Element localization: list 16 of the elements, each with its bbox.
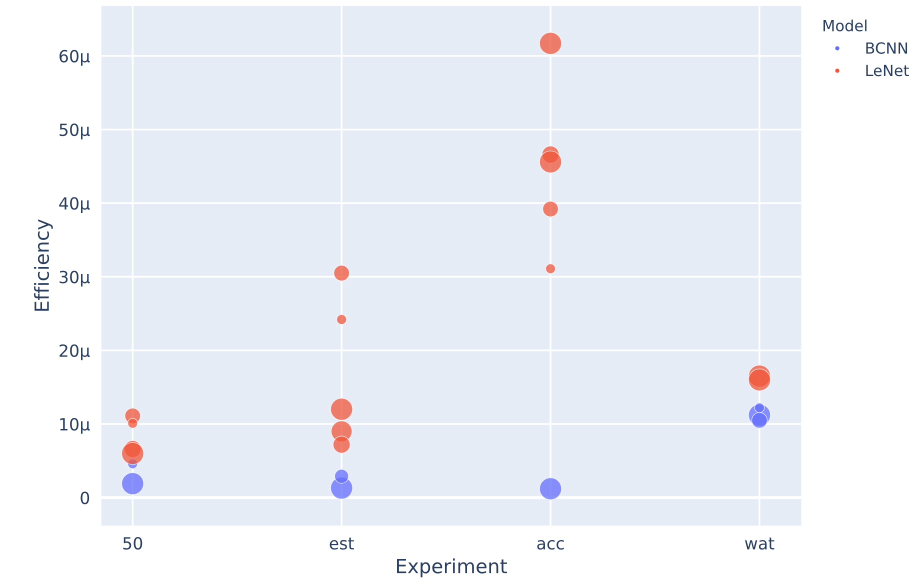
y-tick-label: 50μ: [60, 123, 90, 140]
y-tick-label: 40μ: [59, 197, 90, 213]
y-tick-label: 60μ: [60, 50, 90, 66]
legend-label: LeNet: [866, 64, 909, 76]
y-axis-title: Efficiency: [34, 219, 53, 311]
legend-title: Model: [824, 20, 866, 32]
y-tick-label: 0: [80, 492, 90, 504]
x-tick-label: wat: [744, 538, 774, 550]
x-tick-label: acc: [537, 540, 564, 550]
y-tick-label: 30μ: [60, 270, 90, 287]
legend-label: BCNN: [866, 42, 908, 54]
y-tick-label: 10μ: [60, 418, 90, 434]
y-tick-label: 20μ: [60, 344, 90, 360]
x-tick-label: est: [330, 538, 354, 550]
x-axis-title: Experiment: [397, 558, 507, 578]
x-tick-label: 50: [123, 537, 142, 550]
